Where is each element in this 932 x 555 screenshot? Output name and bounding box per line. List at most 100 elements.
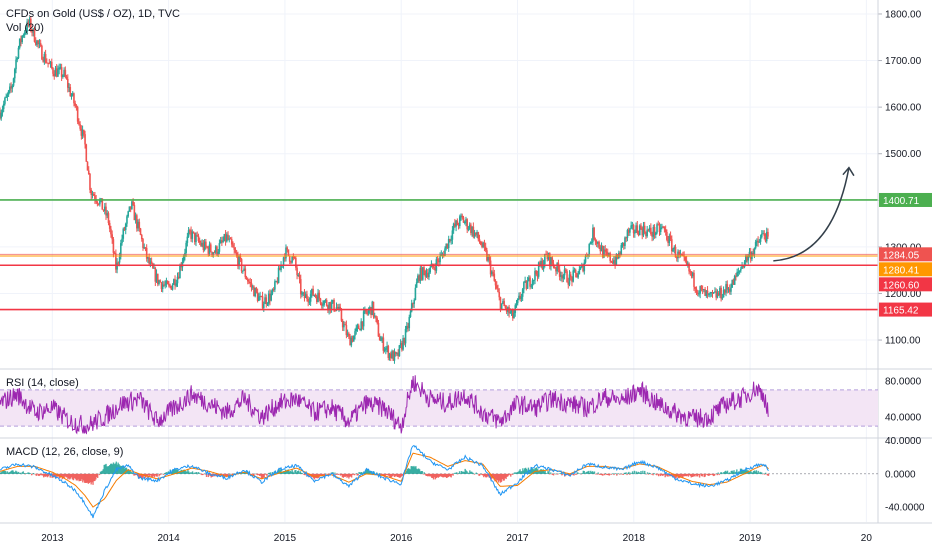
macd-hist-bar bbox=[438, 473, 440, 478]
candle-body bbox=[147, 257, 149, 259]
candle-body bbox=[548, 253, 551, 267]
macd-hist-bar bbox=[400, 473, 402, 478]
candle-body bbox=[286, 247, 289, 250]
candle-body bbox=[456, 220, 459, 226]
candle-body bbox=[269, 293, 271, 301]
macd-hist-bar bbox=[496, 473, 498, 482]
macd-hist-bar bbox=[267, 473, 269, 475]
macd-hist-bar bbox=[209, 473, 211, 477]
candle-body bbox=[222, 240, 224, 242]
macd-hist-bar bbox=[484, 473, 487, 478]
macd-hist-bar bbox=[411, 466, 413, 474]
macd-hist-bar bbox=[663, 473, 665, 475]
candle-body bbox=[209, 244, 212, 252]
candle-body bbox=[754, 241, 757, 249]
macd-hist-bar bbox=[93, 473, 95, 482]
macd-hist-bar bbox=[503, 473, 505, 481]
candle-body bbox=[641, 228, 644, 236]
macd-hist-bar bbox=[24, 473, 26, 475]
macd-hist-bar bbox=[262, 473, 264, 478]
candle-body bbox=[530, 285, 533, 287]
candle-body bbox=[306, 294, 308, 299]
candle-body bbox=[577, 274, 579, 278]
macd-hist-bar bbox=[227, 473, 229, 477]
macd-hist-bar bbox=[70, 473, 73, 478]
candle-body bbox=[338, 306, 340, 309]
candle-body bbox=[371, 301, 374, 316]
macd-hist-bar bbox=[224, 473, 226, 477]
candle-body bbox=[504, 306, 507, 308]
candle-body bbox=[736, 271, 738, 277]
candle-body bbox=[635, 225, 637, 233]
macd-hist-bar bbox=[732, 471, 734, 474]
candle-body bbox=[748, 251, 751, 256]
macd-hist-bar bbox=[431, 473, 434, 479]
price-level-label: 1400.71 bbox=[883, 196, 920, 207]
candle-body bbox=[218, 243, 221, 252]
macd-hist-bar bbox=[328, 473, 331, 475]
candle-body bbox=[243, 268, 245, 271]
macd-hist-bar bbox=[405, 470, 408, 474]
macd-hist-bar bbox=[454, 472, 456, 474]
macd-hist-bar bbox=[558, 473, 560, 474]
candle-body bbox=[63, 69, 65, 76]
candle-body bbox=[392, 351, 395, 361]
candle-body bbox=[375, 315, 377, 319]
macd-hist-bar bbox=[173, 469, 175, 474]
macd-hist-bar bbox=[134, 473, 136, 476]
candle-body bbox=[153, 267, 155, 269]
rsi-title: RSI (14, close) bbox=[6, 377, 79, 389]
macd-hist-bar bbox=[604, 473, 606, 476]
candle-body bbox=[562, 275, 565, 279]
macd-hist-bar bbox=[19, 472, 22, 474]
macd-hist-bar bbox=[478, 473, 480, 477]
macd-hist-bar bbox=[54, 473, 56, 477]
x-tick-label: 2014 bbox=[157, 533, 180, 544]
rsi-tick-label: 40.0000 bbox=[885, 413, 922, 424]
macd-hist-bar bbox=[76, 473, 78, 481]
trend-arrow bbox=[773, 167, 850, 262]
candle-body bbox=[36, 40, 38, 45]
candle-body bbox=[380, 340, 382, 342]
candle-body bbox=[391, 351, 393, 359]
macd-hist-bar bbox=[443, 473, 445, 478]
macd-hist-bar bbox=[208, 473, 211, 476]
candle-body bbox=[674, 246, 677, 258]
macd-hist-bar bbox=[492, 473, 494, 479]
candle-body bbox=[33, 28, 36, 42]
macd-hist-bar bbox=[594, 473, 597, 475]
candle-body bbox=[426, 272, 429, 278]
candle-body bbox=[509, 312, 512, 314]
macd-hist-bar bbox=[483, 473, 485, 478]
candle-body bbox=[461, 215, 464, 218]
candle-body bbox=[595, 241, 598, 244]
macd-hist-bar bbox=[33, 473, 36, 475]
macd-hist-bar bbox=[550, 473, 553, 475]
candle-body bbox=[282, 257, 285, 265]
macd-hist-bar bbox=[55, 473, 57, 479]
macd-hist-bar bbox=[319, 473, 321, 476]
macd-hist-bar bbox=[578, 473, 581, 474]
macd-hist-bar bbox=[591, 471, 594, 474]
macd-hist-bar bbox=[243, 472, 245, 474]
macd-hist-bar bbox=[26, 473, 28, 474]
macd-hist-bar bbox=[335, 473, 337, 475]
macd-hist-bar bbox=[382, 473, 384, 476]
candle-body bbox=[334, 310, 337, 312]
macd-hist-bar bbox=[200, 473, 202, 475]
y-tick-label: 1800.00 bbox=[885, 9, 922, 20]
macd-hist-bar bbox=[423, 472, 425, 474]
macd-hist-bar bbox=[364, 469, 367, 474]
macd-hist-bar bbox=[700, 473, 703, 477]
macd-hist-bar bbox=[380, 473, 383, 476]
candle-body bbox=[724, 289, 726, 293]
candle-body bbox=[529, 277, 531, 287]
candle-body bbox=[410, 303, 413, 312]
macd-hist-bar bbox=[729, 472, 732, 474]
macd-hist-bar bbox=[261, 473, 264, 479]
macd-hist-bar bbox=[741, 469, 744, 474]
macd-hist-bar bbox=[385, 473, 387, 476]
macd-hist-bar bbox=[618, 473, 621, 475]
macd-hist-bar bbox=[547, 471, 549, 474]
macd-hist-bar bbox=[340, 473, 343, 476]
